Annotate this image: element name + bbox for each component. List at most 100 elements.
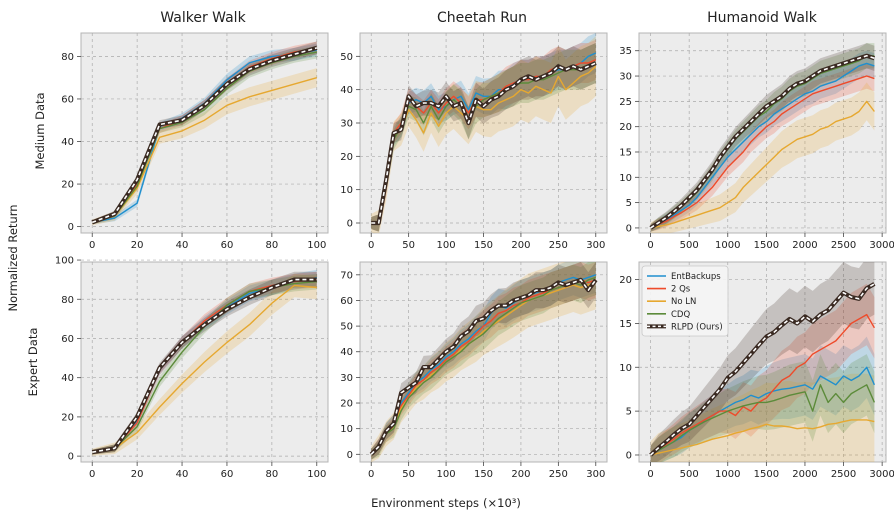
x-axis-label-unit: (×10³): [483, 496, 521, 510]
legend-item: No LN: [647, 297, 696, 307]
legend-label: No LN: [671, 297, 696, 307]
band-rlpd-ours-: [92, 41, 317, 225]
series-cdq: [370, 276, 597, 455]
band-cdq: [650, 354, 875, 462]
band-rlpd-ours-: [650, 262, 875, 462]
band-no-ln: [650, 373, 875, 462]
y-tick-label: 30: [340, 119, 353, 130]
y-tick-label: 40: [340, 85, 353, 96]
legend-item: CDQ: [647, 310, 690, 320]
x-tick-label: 40: [176, 240, 189, 251]
x-tick-label: 250: [549, 240, 568, 251]
band-no-ln: [650, 82, 875, 233]
x-tick-label: 3000: [869, 240, 894, 251]
legend: EntBackups 2 Qs No LN CDQ RLPD (Ours): [641, 265, 729, 337]
y-tick-label: 10: [340, 424, 353, 435]
x-tick-label: 200: [511, 469, 530, 480]
x-tick-label: 200: [511, 240, 530, 251]
x-tick-label: 20: [131, 469, 144, 480]
y-tick-label: 0: [347, 219, 353, 230]
plot-series: [369, 262, 598, 462]
x-tick-label: 0: [89, 469, 95, 480]
y-tick-label: 0: [626, 223, 632, 234]
x-tick-label: 50: [402, 240, 415, 251]
x-tick-label: 100: [437, 469, 456, 480]
y-tick-label: 15: [619, 319, 632, 330]
x-tick-label: 40: [176, 469, 189, 480]
col-title-humanoid: Humanoid Walk: [707, 10, 818, 26]
x-tick-label: 0: [368, 469, 374, 480]
series-rlpd-ours--dashes: [91, 47, 318, 224]
x-tick-label: 60: [221, 240, 234, 251]
x-tick-label: 2500: [831, 240, 856, 251]
series-rlpd-ours--dashes: [92, 278, 317, 453]
band-no-ln: [92, 273, 317, 456]
y-tick-label: 40: [61, 137, 74, 148]
y-tick-label: 50: [340, 52, 353, 63]
x-tick-label: 2500: [831, 469, 856, 480]
panel-0: 0 20 40 60 80 0 20 40 60 80 100: [61, 32, 329, 251]
y-tick-label: 60: [61, 334, 74, 345]
y-tick-label: 80: [61, 295, 74, 306]
x-tick-label: 0: [89, 240, 95, 251]
x-axis-label-text: Environment steps: [371, 496, 479, 510]
y-tick-label: 20: [619, 275, 632, 286]
x-tick-label: 2000: [792, 240, 817, 251]
band-entbackups: [371, 33, 596, 232]
band-entbackups: [650, 336, 875, 462]
y-tick-label: 20: [340, 399, 353, 410]
band-cdq: [371, 262, 596, 460]
panel-2: 0 5 10 15 20 25 30 35 0 500 1000 1500 2000 2500 3000: [619, 32, 894, 251]
series-cdq: [650, 384, 876, 456]
x-tick-label: 300: [586, 240, 605, 251]
series-2-qs: [650, 75, 875, 229]
series-no-ln: [92, 77, 317, 224]
plot-area: [359, 32, 608, 234]
x-tick-label: 2000: [792, 469, 817, 480]
y-tick-label: 0: [68, 452, 74, 463]
band-rlpd-ours-: [371, 43, 596, 232]
legend-box: [641, 265, 729, 337]
y-tick-label: 25: [619, 97, 632, 108]
col-title-walker: Walker Walk: [160, 10, 246, 26]
band-entbackups: [650, 50, 875, 232]
series-entbackups: [650, 62, 875, 229]
x-tick-label: 500: [680, 469, 699, 480]
plot-series: [91, 269, 317, 456]
y-tick-label: 70: [340, 270, 353, 281]
series-no-ln: [650, 419, 875, 456]
series-rlpd-ours--dashes: [650, 54, 875, 229]
y-tick-label: 10: [340, 185, 353, 196]
series-rlpd-ours-: [649, 282, 876, 457]
legend-label: CDQ: [671, 310, 690, 320]
band-no-ln: [371, 36, 596, 233]
band-2-qs: [650, 63, 875, 232]
col-title-cheetah: Cheetah Run: [437, 10, 527, 26]
series-rlpd-ours--dashes: [370, 279, 597, 455]
y-tick-label: 20: [61, 180, 74, 191]
panel-4: 0 10 20 30 40 50 60 70 0 50 100 150 200 250 300: [340, 261, 608, 480]
y-tick-label: 5: [626, 198, 632, 209]
x-tick-label: 1500: [754, 469, 779, 480]
y-tick-label: 100: [55, 256, 74, 267]
y-tick-label: 60: [61, 94, 74, 105]
x-tick-label: 1000: [715, 469, 740, 480]
x-tick-label: 60: [221, 469, 234, 480]
y-tick-label: 15: [619, 147, 632, 158]
plot-series: [371, 33, 597, 233]
x-tick-label: 100: [437, 240, 456, 251]
series-cdq: [371, 62, 597, 224]
legend-item: RLPD (Ours): [647, 322, 723, 332]
x-tick-label: 300: [586, 469, 605, 480]
y-tick-label: 40: [61, 373, 74, 384]
x-tick-label: 100: [307, 469, 326, 480]
y-tick-label: 20: [340, 152, 353, 163]
plot-series: [91, 41, 318, 226]
band-entbackups: [92, 269, 317, 455]
x-tick-label: 1500: [754, 240, 779, 251]
plot-series: [649, 262, 876, 462]
band-cdq: [371, 43, 596, 232]
x-tick-label: 0: [647, 240, 653, 251]
x-tick-label: 50: [402, 469, 415, 480]
